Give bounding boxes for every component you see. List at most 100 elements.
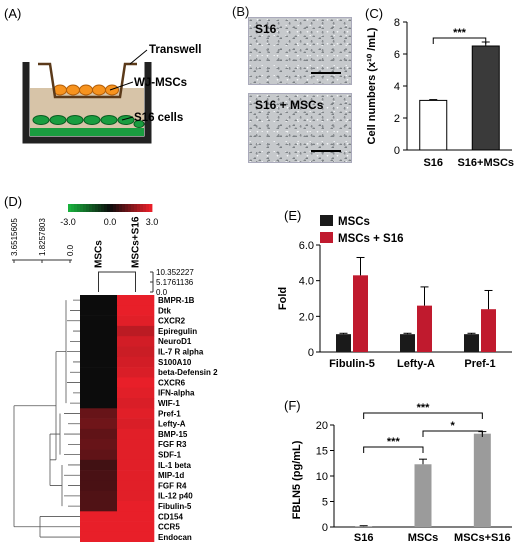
transwell-insert [38,62,137,99]
colorbar-segment [143,204,147,212]
x-tick-label: Lefty-A [397,358,435,370]
bar-MSCs [414,464,432,527]
micrograph-s16: S16 [248,17,352,85]
panel-f-chart: (F) 0 5 10 15 20 FBLN5 (pg/mL) S16 MSCs MSCs+S16 *… [284,398,512,542]
s16-pointer [121,116,134,121]
row-label: Dtk [158,306,171,315]
heatmap-cell [80,428,118,440]
legend-label: MSCs [338,216,370,228]
heatmap-cell [117,428,155,440]
heatmap-cell [117,387,155,399]
row-label: beta-Defensin 2 [158,368,218,377]
colorbar-label: 0.0 [104,217,117,227]
row-dendrogram-tick-label: 3.6515605 [10,218,19,256]
heatmap-cell [117,336,155,347]
panel-e-chart: (E) 0 2.0 4.0 6.0 Fold Fibulin-5 Lefty-A Pref-1 M… [277,208,512,370]
row-label: CD154 [158,512,183,521]
bar-MSCs+S16 [473,433,491,527]
row-label: IL-7 R alpha [158,348,204,357]
scale-bar [311,72,341,74]
heatmap-cell [117,305,155,316]
significance-bracket-label: *** [417,402,431,414]
column-label: MSCs [94,240,105,268]
row-label: Lefty-A [158,420,186,429]
bar-Fibulin-5 [353,275,368,352]
colorbar-label: -3.0 [60,217,76,227]
colorbar-segment [74,204,78,212]
colorbar-segment [77,204,81,212]
heatmap-cell [80,398,118,409]
colorbar-segment [113,204,117,212]
heatmap-cell [80,501,118,512]
s16-cells [32,115,145,128]
heatmap-cell [117,408,155,419]
wj-mscs-cells [53,84,119,96]
bar-Lefty-A [417,305,432,352]
heatmap-cell [80,336,118,347]
row-label: SDF-1 [158,451,182,460]
colorbar-segment [95,204,99,212]
colorbar-segment [149,204,153,212]
bar-Lefty-A [400,334,415,352]
micrograph-s16-label: S16 [255,22,277,36]
colorbar-segment [89,204,93,212]
heatmap-cell [80,346,118,358]
heatmap-cell [117,501,155,512]
colorbar-segment [86,204,90,212]
y-tick-label: 6.0 [299,240,314,252]
row-label: Endocan [158,533,192,542]
x-tick-label: S16 [354,532,374,542]
colorbar-segment [119,204,123,212]
bar-Pref-1 [481,309,496,352]
s16-cells-label: S16 cells [134,112,183,124]
y-axis-label: Fold [277,287,289,310]
y-tick-label: 0 [308,347,314,359]
transwell-label: Transwell [149,44,201,56]
heatmap-cell [80,305,118,316]
colorbar-segment [125,204,129,212]
legend-label: MSCs + S16 [338,233,404,245]
bar-Pref-1 [464,334,479,352]
row-label: CCR5 [158,523,180,532]
heatmap-cell [80,470,118,481]
heatmap-cell [80,480,118,491]
wj-mscs-label: WJ-MSCs [134,77,187,89]
colorbar-segment [128,204,132,212]
heatmap-cell [80,387,118,399]
heatmap-cell [117,418,155,430]
row-label: IL-1 beta [158,461,191,470]
column-dendrogram [98,271,136,292]
panel-f-label: (F) [284,398,301,413]
column-dendrogram-tick-label: 5.1761136 [156,278,194,287]
x-tick-label: S16 [423,157,443,169]
significance-bracket [432,37,487,44]
bar-S16 [419,99,448,151]
significance-bracket-label: *** [453,27,467,39]
heatmap-cell [117,521,155,533]
legend-swatch [320,232,333,243]
y-tick-label: 4 [394,81,400,93]
panel-a-label: (A) [4,6,21,21]
legend-swatch [320,215,333,226]
heatmap-cell [80,367,118,378]
row-label: BMP-15 [158,430,188,439]
heatmap-cell [80,315,118,327]
heatmap-cell [117,459,155,471]
colorbar-segment [71,204,75,212]
significance-bracket-label: * [451,420,456,432]
heatmap-cell [117,295,155,306]
row-label: S100A10 [158,358,192,367]
x-tick-label: S16+MSCs [457,157,514,169]
x-tick-label: Fibulin-5 [329,358,375,370]
y-tick-label: 15 [316,446,328,458]
micrograph-s16-mscs: S16 + MSCs [248,93,352,163]
heatmap-cell [117,325,155,337]
colorbar-segment [134,204,138,212]
heatmap-cell [117,346,155,358]
wj-mscs-pointer [109,81,134,91]
heatmap-cell [117,356,155,368]
transwell-pointer [129,49,148,65]
y-tick-label: 0 [394,145,400,157]
panel-d-label: (D) [4,194,22,209]
y-tick-label: 2.0 [299,311,314,323]
